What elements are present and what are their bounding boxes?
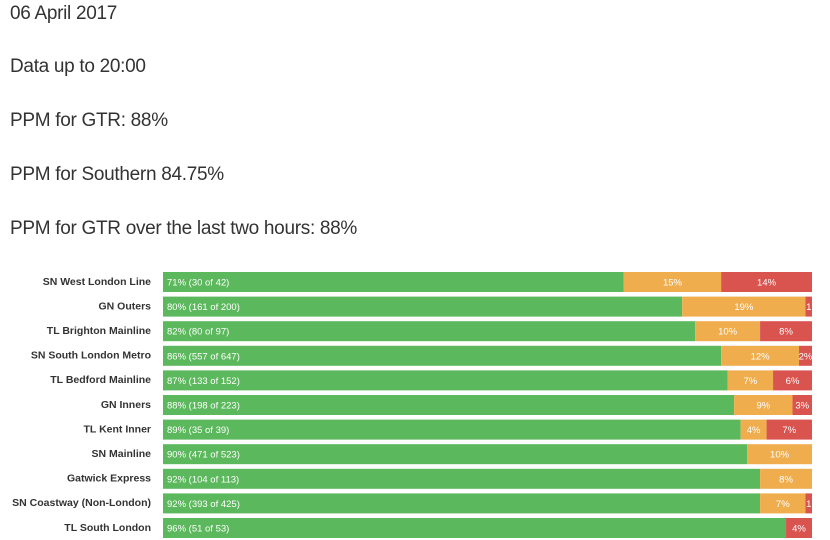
bar-segment bbox=[799, 345, 812, 366]
value-label: 96% (51 of 53) bbox=[167, 524, 229, 535]
value-label: 1 bbox=[806, 302, 811, 313]
bar-segment bbox=[163, 321, 696, 342]
bar-segment bbox=[695, 321, 761, 342]
value-label: 87% (133 of 152) bbox=[167, 376, 240, 387]
category-label: TL Bedford Mainline bbox=[50, 374, 151, 386]
value-label: 90% (471 of 523) bbox=[167, 450, 240, 461]
bar-segment bbox=[747, 444, 812, 465]
bar-segment bbox=[163, 444, 748, 465]
bar-segment bbox=[163, 493, 761, 514]
value-label: 8% bbox=[779, 327, 793, 338]
value-label: 7% bbox=[782, 425, 796, 436]
category-label: TL Brighton Mainline bbox=[47, 325, 151, 337]
category-label: SN Mainline bbox=[91, 448, 151, 460]
value-label: 1 bbox=[806, 499, 811, 510]
bar-segment bbox=[734, 395, 793, 415]
ppm-two-hours: PPM for GTR over the last two hours: 88% bbox=[10, 218, 358, 239]
bar-segment bbox=[760, 493, 806, 514]
value-label: 10% bbox=[718, 327, 738, 338]
bar-segment bbox=[766, 419, 812, 440]
value-label: 6% bbox=[786, 376, 800, 387]
category-label: SN Coastway (Non-London) bbox=[12, 497, 151, 509]
value-label: 12% bbox=[751, 351, 771, 362]
bar-segment bbox=[740, 419, 767, 440]
category-label: SN South London Metro bbox=[31, 350, 151, 362]
category-label: GN Inners bbox=[101, 399, 151, 411]
value-label: 82% (80 of 97) bbox=[167, 327, 229, 338]
value-label: 92% (393 of 425) bbox=[167, 499, 240, 510]
bar-segment bbox=[760, 321, 812, 342]
bar-segment bbox=[721, 345, 800, 366]
bar-segment bbox=[163, 468, 761, 489]
bar-segment bbox=[727, 370, 774, 391]
value-label: 15% bbox=[663, 278, 683, 289]
value-label: 80% (161 of 200) bbox=[167, 302, 240, 313]
bar-segment bbox=[721, 272, 812, 292]
bar-segment bbox=[773, 370, 812, 391]
value-label: 89% (35 of 39) bbox=[167, 425, 229, 436]
value-label: 4% bbox=[747, 425, 761, 436]
bar-segment bbox=[682, 296, 806, 317]
bar-segment bbox=[805, 493, 812, 514]
data-time: Data up to 20:00 bbox=[10, 56, 146, 77]
bar-segment bbox=[163, 296, 683, 317]
value-label: 86% (557 of 647) bbox=[167, 351, 240, 362]
value-label: 92% (104 of 113) bbox=[167, 474, 239, 485]
bar-segment bbox=[786, 518, 812, 538]
category-label: TL Kent Inner bbox=[84, 423, 151, 435]
value-label: 14% bbox=[757, 278, 777, 289]
value-label: 2% bbox=[799, 351, 813, 362]
bar-segment bbox=[163, 518, 787, 538]
value-label: 10% bbox=[770, 450, 790, 461]
date: 06 April 2017 bbox=[10, 3, 118, 24]
value-label: 7% bbox=[743, 376, 757, 387]
bar-segment bbox=[163, 370, 728, 391]
bar-segment bbox=[163, 345, 722, 366]
value-label: 7% bbox=[776, 499, 790, 510]
bar-segment bbox=[805, 296, 812, 317]
bar-segment bbox=[163, 395, 735, 415]
value-label: 8% bbox=[779, 474, 793, 485]
bar-segment bbox=[760, 468, 812, 489]
bar-segment bbox=[792, 395, 812, 415]
value-label: 19% bbox=[734, 302, 754, 313]
value-label: 4% bbox=[792, 524, 806, 535]
value-label: 3% bbox=[795, 401, 809, 412]
bar-segment bbox=[163, 272, 624, 292]
value-label: 71% (30 of 42) bbox=[167, 278, 229, 289]
category-label: SN West London Line bbox=[43, 276, 151, 288]
ppm-southern: PPM for Southern 84.75% bbox=[10, 164, 224, 185]
category-label: Gatwick Express bbox=[67, 473, 151, 485]
category-label: GN Outers bbox=[98, 300, 151, 312]
bar-segment bbox=[623, 272, 722, 292]
value-label: 9% bbox=[756, 401, 770, 412]
category-label: TL South London bbox=[64, 522, 151, 534]
value-label: 88% (198 of 223) bbox=[167, 401, 240, 412]
bar-segment bbox=[163, 419, 741, 440]
ppm-gtr: PPM for GTR: 88% bbox=[10, 110, 168, 131]
